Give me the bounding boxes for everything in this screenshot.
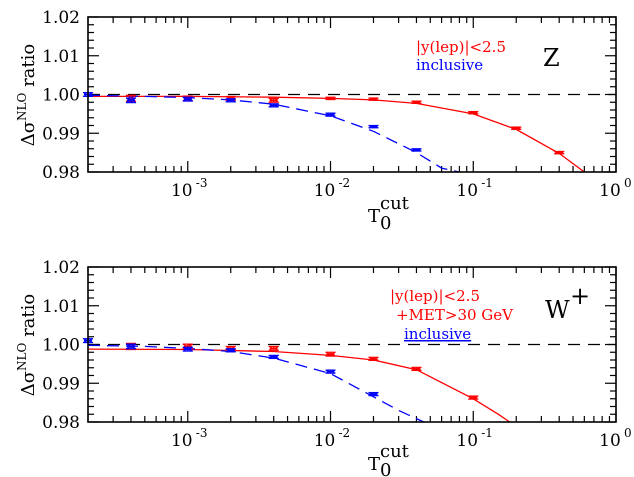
data-point xyxy=(125,97,137,104)
panel-z-y-axis-title: ΔσNLO ratio xyxy=(15,44,39,147)
y-tick-label: 1.00 xyxy=(42,86,80,106)
x-tick-label: 10 xyxy=(599,181,621,201)
x-tick-label: 10 xyxy=(456,431,478,451)
series-curve xyxy=(87,94,460,173)
panel-w-plus-points xyxy=(82,338,479,400)
data-point xyxy=(511,126,522,130)
y-tick-label: 1.02 xyxy=(42,258,80,278)
x-tick-label-exponent: -2 xyxy=(339,176,351,190)
data-point xyxy=(325,112,336,117)
y-tick-label: 0.99 xyxy=(42,374,80,394)
data-point xyxy=(268,103,279,108)
panel-z-x-axis-title: T 0 cut xyxy=(368,193,410,234)
svg-text:T: T xyxy=(368,454,380,475)
panel-w-plus-curves xyxy=(87,344,511,423)
panel-w-plus-legend-red-1: |y(lep)|<2.5 xyxy=(390,287,480,305)
data-point xyxy=(268,345,279,351)
svg-text:T: T xyxy=(368,206,380,227)
y-tick-label: 1.02 xyxy=(42,8,80,28)
panel-w-plus-legend-blue: inclusive xyxy=(404,325,471,343)
panel-z-label: Z xyxy=(543,44,560,72)
panel-w-plus-x-tick-labels: 10 -3 10 -2 10 -1 10 0 xyxy=(171,426,632,451)
x-tick-label: 10 xyxy=(171,431,193,451)
y-tick-label: 1.01 xyxy=(42,297,80,317)
data-point xyxy=(325,351,336,357)
panel-w-plus-y-tick-labels: 0.98 0.99 1.00 1.01 1.02 xyxy=(42,258,80,433)
x-tick-label-exponent: -2 xyxy=(339,426,351,440)
x-tick-label: 10 xyxy=(314,181,336,201)
data-point xyxy=(225,98,236,103)
data-point xyxy=(268,354,279,360)
svg-text:cut: cut xyxy=(380,193,410,214)
x-tick-label: 10 xyxy=(456,181,478,201)
svg-text:W: W xyxy=(545,296,570,324)
svg-text:0: 0 xyxy=(380,460,391,477)
svg-text:0: 0 xyxy=(380,213,391,234)
panel-z-frame xyxy=(87,16,617,173)
x-tick-label-exponent: -1 xyxy=(481,426,493,440)
data-point xyxy=(368,356,379,361)
data-point xyxy=(368,124,379,129)
x-tick-label-exponent: -3 xyxy=(196,176,208,190)
y-tick-label: 0.98 xyxy=(42,163,80,183)
panel-z: 0.980.991.001.011.02 10 -3 10 -2 10 -1 10 0 ΔσN… xyxy=(15,8,632,234)
panel-z-y-tick-labels: 0.98 0.99 1.00 1.01 1.02 xyxy=(42,8,80,183)
x-tick-label: 10 xyxy=(314,431,336,451)
series-curve xyxy=(87,344,425,423)
data-point xyxy=(268,97,279,103)
y-tick-label: 0.98 xyxy=(42,413,80,433)
data-point xyxy=(468,110,479,115)
panel-z-points xyxy=(82,91,565,155)
panel-z-legend-blue: inclusive xyxy=(416,56,483,74)
data-point xyxy=(182,346,193,352)
x-tick-label: 10 xyxy=(599,431,621,451)
x-tick-label: 10 xyxy=(171,181,193,201)
x-tick-label-exponent: 0 xyxy=(624,426,632,440)
panel-w-plus-y-axis-title: ΔσNLO ratio xyxy=(15,294,39,397)
panel-w-plus-label: W + xyxy=(545,282,590,324)
series-curve xyxy=(87,348,511,423)
panel-w-plus: 0.980.991.001.011.02 10 -3 10 -2 10 -1 10 0 ΔσN… xyxy=(15,258,632,477)
data-point xyxy=(554,150,565,155)
data-point xyxy=(182,96,193,102)
panel-w-plus-frame xyxy=(87,266,617,423)
svg-text:ΔσNLO ratio: ΔσNLO ratio xyxy=(15,294,39,397)
panel-w-plus-x-axis-title: T 0 cut xyxy=(368,441,410,477)
data-point xyxy=(368,97,379,101)
y-tick-label: 1.00 xyxy=(42,336,80,356)
data-point xyxy=(325,369,336,374)
x-tick-label-exponent: -3 xyxy=(196,426,208,440)
svg-text:ΔσNLO ratio: ΔσNLO ratio xyxy=(15,44,39,147)
panel-z-legend-red: |y(lep)|<2.5 xyxy=(416,38,506,56)
data-point xyxy=(468,395,479,400)
panel-z-x-tick-labels: 10 -3 10 -2 10 -1 10 0 xyxy=(171,176,632,201)
data-point xyxy=(125,343,137,350)
data-point xyxy=(411,100,422,105)
y-tick-label: 0.99 xyxy=(42,124,80,144)
svg-text:+: + xyxy=(570,282,590,310)
x-tick-label-exponent: 0 xyxy=(624,176,632,190)
data-point xyxy=(368,391,379,397)
data-point xyxy=(325,96,336,101)
x-tick-label-exponent: -1 xyxy=(481,176,493,190)
y-tick-label: 1.01 xyxy=(42,47,80,67)
panel-z-ticks xyxy=(87,16,617,173)
panel-w-plus-legend-red-2: +MET>30 GeV xyxy=(396,306,514,324)
data-point xyxy=(411,366,422,372)
svg-text:cut: cut xyxy=(380,441,410,462)
data-point xyxy=(225,348,236,353)
panel-z-curves xyxy=(87,94,585,173)
data-point xyxy=(411,148,422,152)
series-curve xyxy=(88,95,585,173)
